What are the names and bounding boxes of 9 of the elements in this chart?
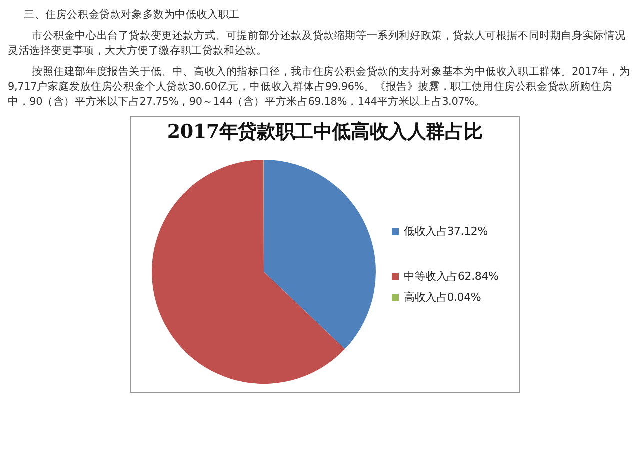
text: 按照住建部年度报告关于低、中、高收入的指标口径，我市住房公积金贷款的支持对象基本为中低收入职工群体。2017年，为9,717户家庭发放住房公积金个人贷款30.60亿元，中低收入群体占99.96%。《报告》披露，职工使用住房公积金贷款所购住房中，90（含）平方米以下占27.75%，90～144（含）平方米占69.18%，144平方米以上占3.07%。 (8, 65, 632, 110)
text: 市公积金中心出台了贷款变更还款方式、可提前部分还款及贷款缩期等一系列利好政策，贷款人可根据不同时期自身实际情况灵活选择变更事项，大大方便了缴存职工贷款和还款。 (8, 29, 628, 59)
text: 三、住房公积金贷款对象多数为中低收入职工 (23, 8, 242, 23)
chart-title: 2017年贷款职工中低高收入人群占比 (166, 120, 484, 143)
pie-slice (264, 160, 376, 350)
legend-label: 低收入占37.12% (404, 224, 488, 238)
pie-slice (152, 160, 346, 384)
legend-label: 高收入占0.04% (404, 290, 482, 304)
legend-label: 中等收入占62.84% (404, 268, 499, 284)
